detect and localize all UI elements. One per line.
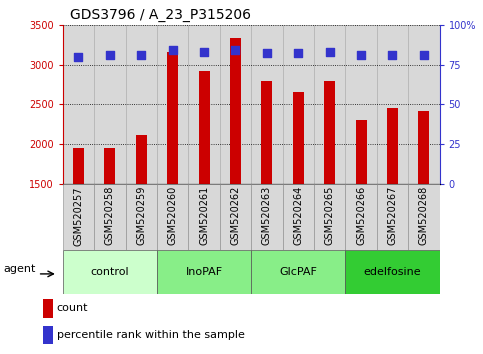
Bar — [293, 92, 304, 184]
Bar — [345, 25, 377, 184]
Text: GlcPAF: GlcPAF — [279, 267, 317, 277]
Bar — [220, 184, 251, 250]
Bar — [345, 184, 377, 250]
Text: count: count — [57, 303, 88, 313]
Bar — [314, 184, 345, 250]
Text: edelfosine: edelfosine — [364, 267, 421, 277]
Bar — [157, 184, 188, 250]
Bar — [104, 148, 115, 184]
Text: GSM520263: GSM520263 — [262, 186, 272, 245]
Bar — [418, 111, 429, 184]
Text: agent: agent — [3, 264, 36, 274]
Text: GSM520258: GSM520258 — [105, 186, 115, 245]
Bar — [188, 25, 220, 184]
Bar — [43, 326, 53, 344]
Point — [74, 54, 82, 59]
Bar — [73, 148, 84, 184]
Text: GSM520266: GSM520266 — [356, 186, 366, 245]
Bar — [251, 250, 345, 294]
Text: GSM520259: GSM520259 — [136, 186, 146, 245]
Point — [232, 47, 240, 53]
Text: control: control — [91, 267, 129, 277]
Bar — [251, 184, 283, 250]
Text: InoPAF: InoPAF — [185, 267, 223, 277]
Point — [169, 47, 177, 53]
Bar — [377, 184, 408, 250]
Text: GSM520262: GSM520262 — [230, 186, 241, 245]
Bar — [314, 25, 345, 184]
Bar — [167, 52, 178, 184]
Point — [295, 51, 302, 56]
Text: GSM520257: GSM520257 — [73, 186, 84, 246]
Point — [420, 52, 428, 58]
Bar — [324, 80, 335, 184]
Bar — [230, 38, 241, 184]
Point — [326, 49, 333, 55]
Text: GSM520267: GSM520267 — [387, 186, 398, 245]
Text: GSM520260: GSM520260 — [168, 186, 178, 245]
Text: GSM520264: GSM520264 — [293, 186, 303, 245]
Bar — [43, 299, 53, 318]
Bar — [126, 25, 157, 184]
Bar — [408, 184, 440, 250]
Bar — [355, 120, 367, 184]
Bar — [377, 25, 408, 184]
Text: percentile rank within the sample: percentile rank within the sample — [57, 330, 244, 340]
Bar — [261, 80, 272, 184]
Bar — [157, 250, 251, 294]
Bar — [283, 184, 314, 250]
Text: GDS3796 / A_23_P315206: GDS3796 / A_23_P315206 — [71, 8, 251, 22]
Bar — [408, 25, 440, 184]
Text: GSM520268: GSM520268 — [419, 186, 429, 245]
Text: GSM520265: GSM520265 — [325, 186, 335, 245]
Bar — [251, 25, 283, 184]
Bar — [136, 135, 147, 184]
Point — [138, 52, 145, 58]
Bar — [199, 71, 210, 184]
Bar — [126, 184, 157, 250]
Point — [106, 52, 114, 58]
Bar — [63, 25, 94, 184]
Point — [263, 51, 271, 56]
Bar — [94, 25, 126, 184]
Bar — [188, 184, 220, 250]
Bar — [157, 25, 188, 184]
Point — [389, 52, 397, 58]
Bar — [94, 184, 126, 250]
Bar — [63, 184, 94, 250]
Bar — [387, 108, 398, 184]
Point — [357, 52, 365, 58]
Point — [200, 49, 208, 55]
Text: GSM520261: GSM520261 — [199, 186, 209, 245]
Bar — [345, 250, 440, 294]
Bar — [63, 250, 157, 294]
Bar — [220, 25, 251, 184]
Bar — [283, 25, 314, 184]
